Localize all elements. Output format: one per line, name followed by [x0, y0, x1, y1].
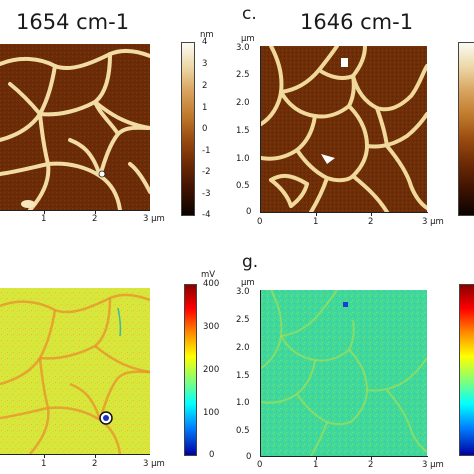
- x-tick-mark: [316, 212, 317, 216]
- panel-letter: g.: [242, 252, 259, 272]
- colorbar-height: [181, 42, 195, 216]
- y-tick-label: 3.0: [236, 287, 250, 297]
- x-tick-mark: [371, 456, 372, 460]
- amplitude-map-1646: [261, 290, 427, 456]
- x-tick-label: 2: [92, 459, 98, 469]
- topography-map-1646: [261, 46, 427, 212]
- x-tick-label: 3 µm: [143, 459, 165, 469]
- colorbar-tick: 4: [202, 37, 208, 47]
- x-tick-mark: [95, 210, 96, 214]
- y-tick-label: 1.5: [236, 126, 250, 136]
- x-tick-mark: [95, 454, 96, 458]
- y-tick-label: 0: [246, 452, 252, 462]
- colorbar-amplitude: [184, 284, 197, 456]
- x-tick-label: 2: [92, 214, 98, 224]
- y-tick-label: 1.0: [236, 398, 250, 408]
- colorbar-tick: 100: [203, 408, 220, 418]
- x-tick-mark: [44, 454, 45, 458]
- y-axis-line: [260, 46, 261, 213]
- x-tick-label: 3 µm: [422, 460, 444, 470]
- colorbar-tick: -1: [202, 146, 211, 156]
- y-axis-unit: µm: [241, 278, 255, 288]
- y-tick-label: 2.0: [236, 98, 250, 108]
- panel-letter: c.: [242, 4, 257, 24]
- x-tick-mark: [371, 212, 372, 216]
- x-tick-mark: [44, 210, 45, 214]
- x-tick-label: 1: [41, 459, 47, 469]
- y-tick-label: 1.0: [236, 154, 250, 164]
- y-axis-unit: µm: [241, 34, 255, 44]
- x-tick-label: 0: [257, 460, 263, 470]
- y-axis-line: [260, 290, 261, 457]
- x-tick-label: 1: [313, 460, 319, 470]
- colorbar-amplitude-partial: [459, 284, 474, 456]
- colorbar-height-partial: [458, 42, 474, 216]
- x-tick-label: 2: [368, 217, 374, 227]
- x-tick-label: 0: [257, 217, 263, 227]
- topography-map-1654: [0, 44, 150, 210]
- y-tick-label: 0.5: [236, 181, 250, 191]
- y-tick-label: 0.5: [236, 426, 250, 436]
- x-axis-line: [0, 210, 150, 211]
- x-tick-label: 3 µm: [422, 217, 444, 227]
- colorbar-tick: 200: [203, 365, 220, 375]
- x-tick-mark: [316, 456, 317, 460]
- x-tick-label: 1: [313, 217, 319, 227]
- colorbar-tick: 400: [203, 279, 220, 289]
- colorbar-tick: 0: [202, 124, 208, 134]
- y-tick-label: 2.0: [236, 343, 250, 353]
- colorbar-tick: 1: [202, 103, 208, 113]
- panel-title: 1646 cm-1: [300, 10, 414, 34]
- y-tick-label: 0: [246, 207, 252, 217]
- x-tick-label: 3 µm: [143, 214, 165, 224]
- y-tick-label: 2.5: [236, 70, 250, 80]
- colorbar-tick: 0: [209, 450, 215, 460]
- x-tick-label: 2: [368, 460, 374, 470]
- colorbar-tick: 2: [202, 81, 208, 91]
- amplitude-map-1654: [0, 288, 150, 454]
- x-axis-line: [0, 454, 150, 455]
- colorbar-unit: nm: [200, 30, 214, 40]
- colorbar-tick: -3: [202, 189, 211, 199]
- y-tick-label: 2.5: [236, 315, 250, 325]
- y-tick-label: 1.5: [236, 371, 250, 381]
- panel-title: 1654 cm-1: [16, 10, 130, 34]
- x-axis-line: [260, 456, 428, 457]
- colorbar-tick: 3: [202, 59, 208, 69]
- colorbar-tick: -4: [202, 210, 211, 220]
- colorbar-tick: 300: [203, 322, 220, 332]
- x-tick-label: 1: [41, 214, 47, 224]
- colorbar-unit: mV: [201, 270, 216, 280]
- colorbar-tick: -2: [202, 167, 211, 177]
- y-tick-label: 3.0: [236, 43, 250, 53]
- x-axis-line: [260, 212, 428, 213]
